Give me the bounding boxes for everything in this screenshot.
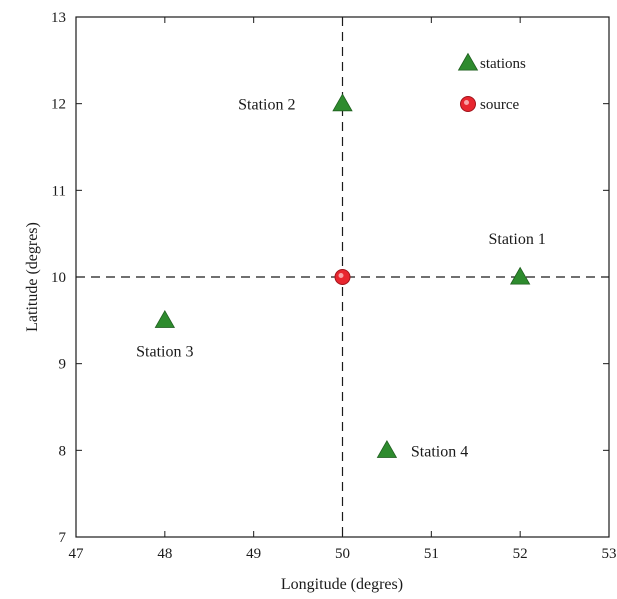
y-tick-label: 10 — [51, 270, 66, 286]
x-tick-label: 48 — [157, 546, 172, 562]
station-label: Station 1 — [488, 231, 545, 248]
y-tick-label: 9 — [59, 357, 67, 373]
station-label: Station 2 — [238, 97, 295, 114]
station-marker — [154, 310, 176, 328]
x-tick-label: 51 — [424, 546, 439, 562]
x-tick-label: 52 — [513, 546, 528, 562]
x-axis-title: Longitude (degres) — [281, 576, 403, 593]
x-tick-label: 53 — [602, 546, 617, 562]
station-label: Station 3 — [136, 343, 193, 360]
y-tick-label: 13 — [51, 10, 66, 26]
y-axis-title: Latitude (degres) — [24, 222, 41, 332]
legend-station-icon — [457, 52, 479, 71]
station-marker — [376, 440, 398, 458]
y-tick-label: 8 — [59, 443, 67, 459]
axis-tick-labels: 47 48 49 50 51 52 53 7 8 9 10 11 12 13 — [51, 10, 617, 562]
legend-label: stations — [480, 56, 526, 72]
station-marker — [509, 266, 531, 285]
legend-source-icon — [460, 96, 476, 112]
source-marker — [334, 269, 351, 285]
legend-label: source — [480, 97, 519, 113]
x-tick-label: 50 — [335, 546, 350, 562]
data-markers — [154, 93, 531, 458]
station-marker — [332, 93, 353, 112]
legend: stations source — [457, 52, 526, 113]
y-tick-label: 7 — [59, 530, 67, 546]
station-label: Station 4 — [411, 443, 468, 460]
x-tick-label: 47 — [69, 546, 85, 562]
y-tick-label: 12 — [51, 97, 66, 113]
point-annotations: Station 1 Station 2 Station 3 Station 4 — [136, 97, 546, 461]
y-tick-label: 11 — [52, 183, 66, 199]
axis-ticks — [75, 16, 610, 538]
x-tick-label: 49 — [246, 546, 261, 562]
